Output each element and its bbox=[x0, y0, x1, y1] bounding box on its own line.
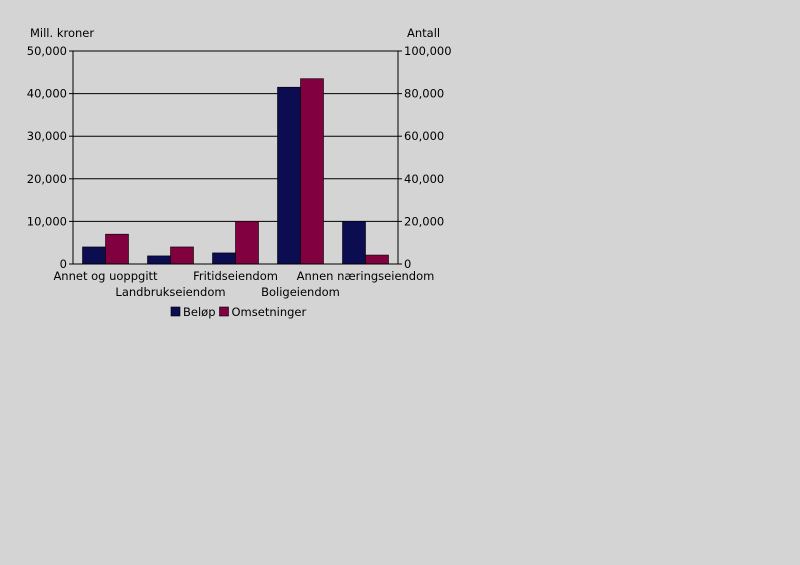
legend: Beløp Omsetninger bbox=[170, 305, 307, 319]
bar-omsetninger-3 bbox=[300, 78, 324, 265]
bar-omsetninger-2 bbox=[235, 221, 259, 265]
y-tick-label: 10,000 bbox=[27, 214, 67, 228]
category-label: Fritidseiendom bbox=[193, 269, 278, 283]
y2-tick-label: 80,000 bbox=[404, 87, 444, 101]
category-label: Annet og uoppgitt bbox=[53, 269, 158, 283]
y2-tick-label: 20,000 bbox=[404, 214, 444, 228]
y-axis-label: Mill. kroner bbox=[30, 26, 94, 40]
bars bbox=[82, 78, 389, 265]
legend-swatch bbox=[219, 306, 229, 317]
category-label: Boligeiendom bbox=[261, 285, 340, 299]
bar-beløp-2 bbox=[212, 252, 236, 265]
bar-beløp-0 bbox=[82, 246, 106, 265]
y2-tick-label: 0 bbox=[404, 257, 411, 271]
bar-omsetninger-1 bbox=[170, 246, 194, 265]
y2-tick-label: 40,000 bbox=[404, 172, 444, 186]
legend-label: Omsetninger bbox=[232, 305, 307, 319]
y-tick-label: 50,000 bbox=[27, 44, 67, 58]
bar-omsetninger-4 bbox=[365, 254, 389, 265]
category-label: Landbrukseiendom bbox=[115, 285, 225, 299]
category-labels: Annet og uoppgitt Landbrukseiendom Fritids… bbox=[53, 269, 434, 299]
y-tick-label: 20,000 bbox=[27, 172, 67, 186]
bar-omsetninger-0 bbox=[105, 233, 129, 265]
category-label: Annen næringseiendom bbox=[297, 269, 435, 283]
y-tick-label: 0 bbox=[60, 257, 67, 271]
y2-tick-label: 60,000 bbox=[404, 129, 444, 143]
bar-beløp-4 bbox=[342, 221, 366, 265]
bar-beløp-3 bbox=[277, 86, 301, 265]
legend-swatch bbox=[170, 306, 181, 317]
y2-axis-ticks: 0 20,000 40,000 60,000 80,000 100,000 bbox=[398, 44, 452, 271]
bar-beløp-1 bbox=[147, 255, 171, 265]
axes bbox=[72, 51, 399, 265]
y-tick-label: 30,000 bbox=[27, 129, 67, 143]
gridlines bbox=[73, 50, 398, 222]
y-tick-label: 40,000 bbox=[27, 87, 67, 101]
legend-label: Beløp bbox=[183, 305, 216, 319]
y2-tick-label: 100,000 bbox=[404, 44, 452, 58]
y2-axis-label: Antall bbox=[407, 26, 440, 40]
y-axis-ticks: 0 10,000 20,000 30,000 40,000 50,000 bbox=[27, 44, 73, 271]
